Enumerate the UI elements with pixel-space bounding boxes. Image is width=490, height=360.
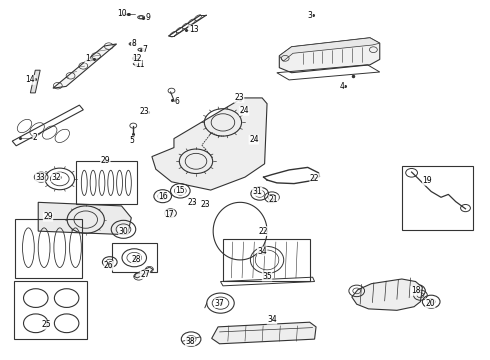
Text: 28: 28 [131, 255, 141, 264]
Text: 31: 31 [252, 187, 262, 196]
Bar [14, 281, 87, 339]
Text: 7: 7 [143, 45, 147, 54]
Text: 22: 22 [259, 227, 269, 236]
Bar [223, 239, 310, 281]
Polygon shape [352, 279, 422, 310]
Text: 23: 23 [140, 107, 149, 116]
Text: 20: 20 [425, 299, 435, 307]
Text: 2: 2 [33, 133, 38, 142]
Text: 38: 38 [185, 337, 195, 346]
Polygon shape [53, 44, 117, 88]
Text: 4: 4 [340, 82, 344, 91]
Text: 22: 22 [310, 174, 319, 183]
Text: 26: 26 [104, 261, 114, 270]
Polygon shape [134, 267, 153, 278]
Polygon shape [279, 38, 380, 61]
Bar [76, 161, 137, 204]
Text: 14: 14 [25, 76, 35, 85]
Polygon shape [30, 70, 40, 93]
Text: 19: 19 [422, 176, 432, 185]
Text: 12: 12 [132, 54, 142, 63]
Text: 18: 18 [411, 287, 420, 295]
Text: 13: 13 [189, 25, 198, 34]
Polygon shape [212, 322, 316, 344]
Text: 8: 8 [131, 40, 136, 49]
Bar [112, 243, 157, 272]
Text: 23: 23 [200, 200, 210, 209]
Polygon shape [38, 202, 131, 235]
Text: 10: 10 [117, 9, 126, 18]
Text: 6: 6 [175, 97, 180, 106]
Text: 23: 23 [234, 94, 244, 102]
Text: 24: 24 [239, 107, 249, 115]
Text: 33: 33 [35, 173, 45, 181]
Text: 35: 35 [262, 272, 272, 281]
Text: 21: 21 [269, 195, 278, 204]
Text: 29: 29 [100, 156, 110, 165]
Text: 29: 29 [43, 212, 53, 221]
Text: 32: 32 [51, 173, 61, 181]
Polygon shape [152, 98, 267, 190]
Text: 25: 25 [42, 320, 51, 329]
Text: 34: 34 [267, 315, 277, 324]
Text: 17: 17 [164, 210, 174, 219]
Text: 11: 11 [135, 60, 145, 69]
Bar [402, 166, 473, 230]
Text: 5: 5 [129, 136, 134, 145]
Text: 24: 24 [249, 135, 259, 144]
Text: 1: 1 [85, 54, 90, 63]
Text: 3: 3 [308, 10, 313, 19]
Text: 23: 23 [187, 198, 197, 207]
Text: 30: 30 [119, 227, 128, 236]
Bar [15, 219, 82, 278]
Polygon shape [279, 38, 380, 73]
Text: 27: 27 [140, 270, 150, 279]
Text: 37: 37 [215, 299, 224, 307]
Text: 9: 9 [146, 13, 150, 22]
Text: 34: 34 [257, 247, 267, 256]
Text: 15: 15 [175, 186, 185, 194]
Text: 16: 16 [158, 192, 168, 201]
